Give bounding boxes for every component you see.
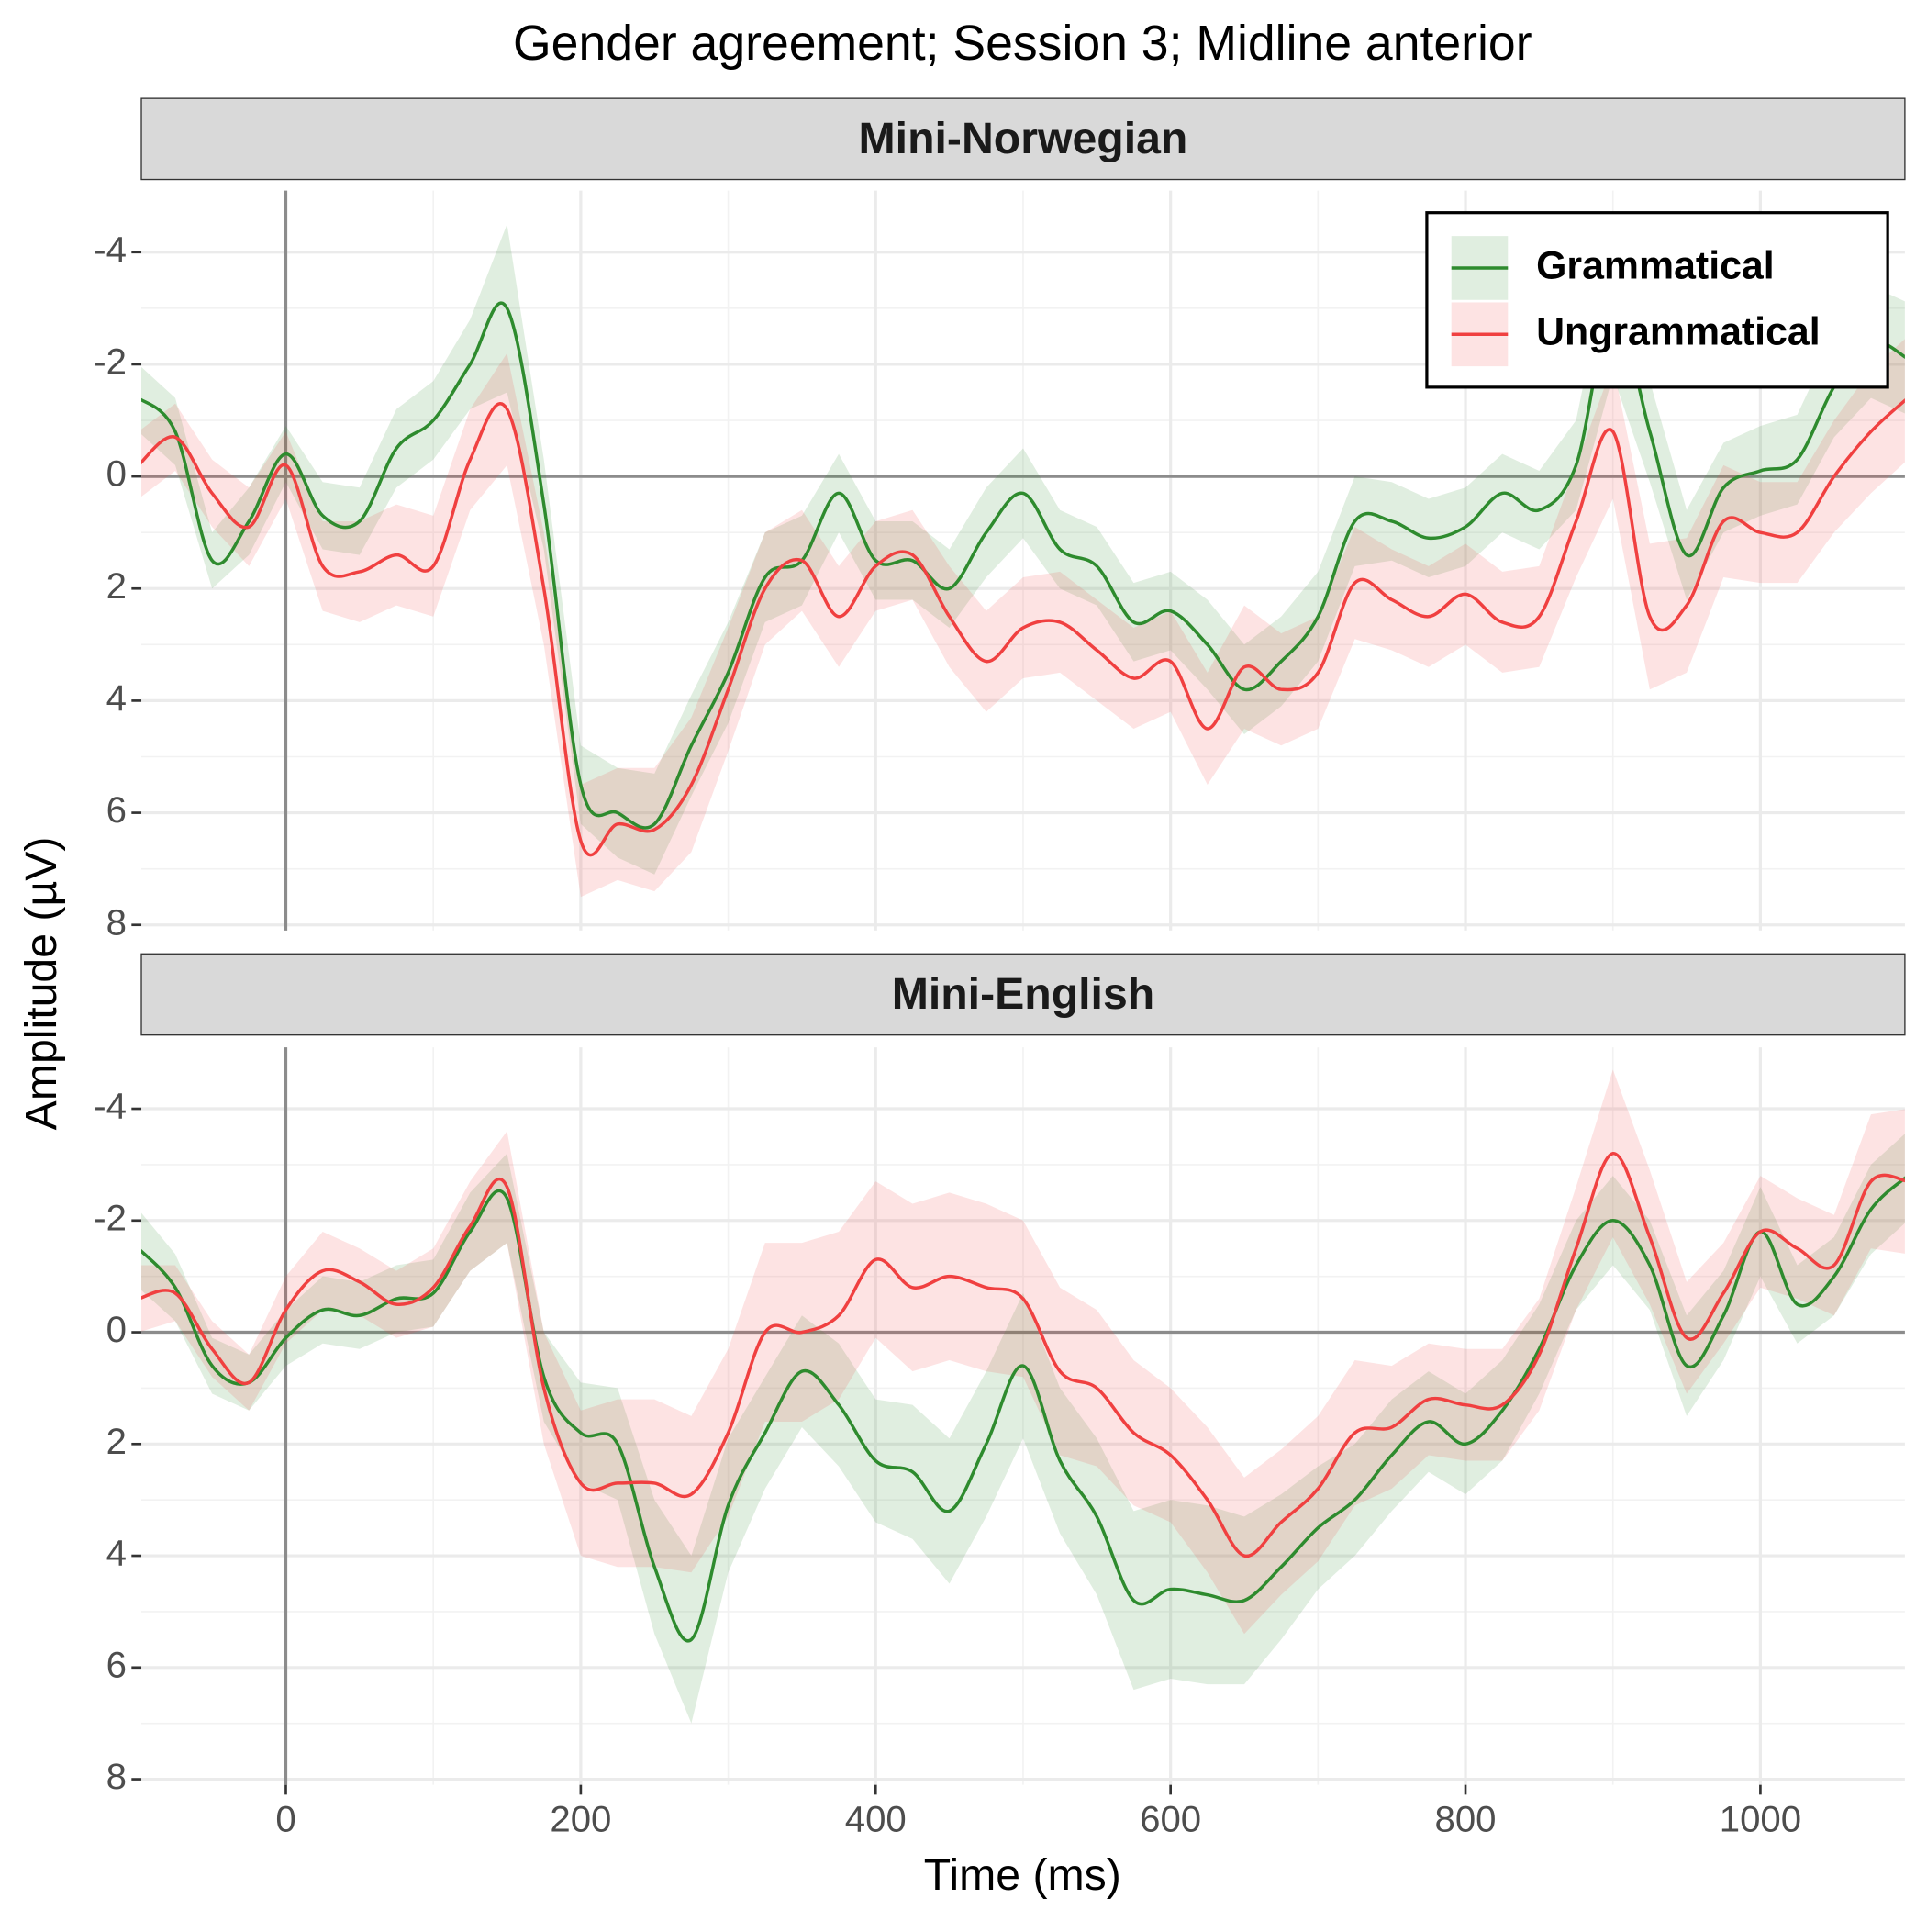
ribbon: [141, 1134, 1905, 1724]
ribbon: [141, 339, 1905, 898]
y-tick-label: 2: [106, 1421, 127, 1462]
y-axis-label: Amplitude (µV): [17, 837, 66, 1131]
chart-title: Gender agreement; Session 3; Midline ant…: [513, 17, 1532, 71]
y-tick-label: -2: [94, 1197, 127, 1238]
panel-title: Mini-Norwegian: [859, 114, 1188, 163]
y-tick-label: 0: [106, 453, 127, 495]
ribbon: [141, 1069, 1905, 1635]
line: [141, 1152, 1905, 1558]
y-tick-label: 6: [106, 1644, 127, 1685]
y-tick-label: 4: [106, 677, 127, 719]
y-tick-label: -2: [94, 341, 127, 383]
line: [141, 1176, 1905, 1643]
legend-label: Grammatical: [1536, 243, 1775, 287]
y-tick-label: 4: [106, 1533, 127, 1574]
x-axis-label: Time (ms): [924, 1850, 1121, 1900]
line: [141, 398, 1905, 857]
x-tick-label: 0: [275, 1798, 295, 1839]
legend-label: Ungrammatical: [1536, 310, 1821, 354]
y-tick-label: 6: [106, 789, 127, 831]
panel-title: Mini-English: [892, 969, 1155, 1019]
legend-box: [1425, 211, 1889, 389]
y-tick-label: 0: [106, 1309, 127, 1350]
x-tick-label: 1000: [1720, 1798, 1801, 1839]
x-tick-label: 200: [550, 1798, 611, 1839]
panel-strip: [140, 97, 1906, 181]
y-tick-label: 8: [106, 1756, 127, 1797]
y-tick-label: -4: [94, 1086, 127, 1127]
y-tick-label: -4: [94, 229, 127, 270]
x-tick-label: 600: [1140, 1798, 1201, 1839]
panel-strip: [140, 953, 1906, 1036]
x-tick-label: 800: [1435, 1798, 1497, 1839]
y-tick-label: 2: [106, 565, 127, 607]
x-tick-label: 400: [845, 1798, 907, 1839]
y-tick-label: 8: [106, 901, 127, 943]
